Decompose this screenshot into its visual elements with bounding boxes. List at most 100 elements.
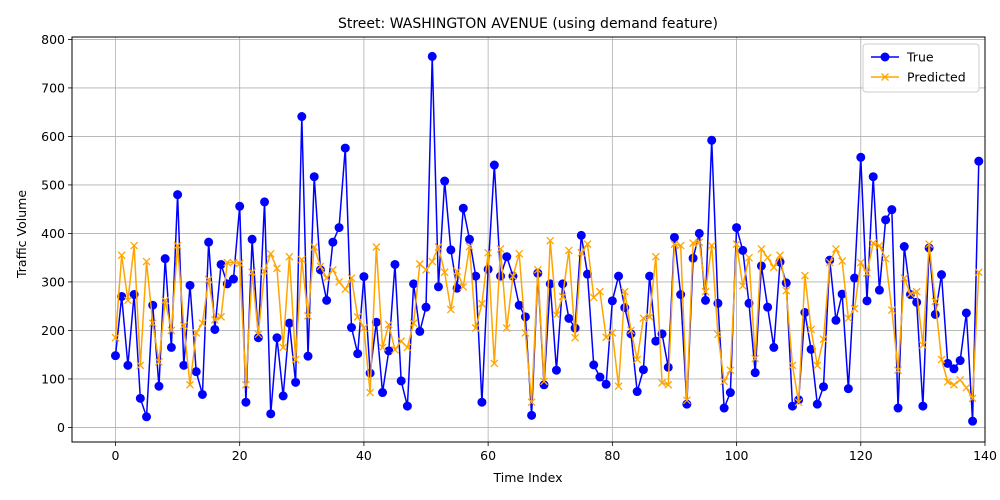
data-point-true bbox=[701, 295, 711, 305]
data-point-true bbox=[284, 318, 294, 328]
data-point-true bbox=[694, 228, 704, 238]
x-tick-label: 80 bbox=[604, 448, 620, 463]
data-point-true bbox=[564, 313, 574, 323]
data-point-true bbox=[340, 143, 350, 153]
data-point-predicted bbox=[391, 345, 399, 354]
data-point-predicted bbox=[602, 333, 611, 342]
data-point-true bbox=[278, 391, 288, 401]
x-tick-label: 20 bbox=[232, 448, 248, 463]
data-point-predicted bbox=[577, 248, 586, 257]
data-point-true bbox=[464, 234, 474, 244]
data-point-predicted bbox=[235, 259, 244, 268]
data-point-predicted bbox=[869, 239, 878, 248]
data-point-true bbox=[117, 291, 127, 301]
data-point-predicted bbox=[658, 378, 666, 387]
legend-item-true: True bbox=[871, 50, 934, 65]
data-point-predicted bbox=[676, 241, 685, 250]
y-tick-label: 400 bbox=[41, 226, 65, 241]
data-point-predicted bbox=[279, 343, 288, 352]
x-axis-title: Time Index bbox=[493, 470, 563, 485]
data-point-true bbox=[912, 297, 922, 307]
data-point-predicted bbox=[552, 310, 561, 319]
data-point-predicted bbox=[831, 244, 840, 253]
data-point-predicted bbox=[310, 243, 319, 251]
series-predicted-line bbox=[114, 239, 980, 403]
data-point-predicted bbox=[248, 268, 257, 277]
data-point-predicted bbox=[589, 293, 598, 302]
data-point-predicted bbox=[918, 341, 927, 349]
data-point-true bbox=[402, 401, 412, 411]
data-point-true bbox=[551, 365, 561, 375]
data-point-true bbox=[955, 356, 965, 366]
data-point-predicted bbox=[813, 361, 822, 370]
data-point-predicted bbox=[912, 287, 921, 296]
data-point-true bbox=[812, 399, 822, 409]
data-point-true bbox=[750, 368, 760, 378]
data-point-predicted bbox=[341, 285, 350, 294]
data-point-predicted bbox=[502, 324, 511, 332]
y-tick-label: 800 bbox=[41, 32, 65, 47]
data-point-true bbox=[738, 245, 748, 255]
data-point-predicted bbox=[620, 287, 629, 296]
data-point-true bbox=[763, 302, 773, 312]
data-point-predicted bbox=[738, 281, 747, 290]
legend-label-predicted: Predicted bbox=[907, 70, 966, 85]
data-point-predicted bbox=[931, 297, 940, 306]
data-point-predicted bbox=[241, 380, 250, 389]
y-axis-title: Traffic Volume bbox=[14, 190, 29, 279]
data-point-predicted bbox=[465, 242, 474, 251]
data-point-predicted bbox=[179, 321, 188, 330]
legend-box bbox=[862, 43, 980, 93]
data-point-predicted bbox=[123, 296, 132, 305]
data-point-true bbox=[216, 259, 226, 269]
data-point-predicted bbox=[266, 249, 275, 258]
data-point-true bbox=[527, 410, 537, 420]
chart-title: Street: WASHINGTON AVENUE (using demand … bbox=[338, 16, 718, 32]
data-point-predicted bbox=[943, 377, 952, 386]
data-point-predicted bbox=[204, 275, 213, 284]
data-point-true bbox=[210, 324, 220, 334]
data-point-true bbox=[707, 135, 717, 145]
data-point-predicted bbox=[546, 236, 555, 245]
data-point-true bbox=[421, 302, 431, 312]
data-point-true bbox=[471, 271, 481, 281]
data-point-predicted bbox=[366, 388, 375, 397]
data-point-predicted bbox=[614, 382, 623, 391]
data-point-predicted bbox=[713, 330, 722, 339]
data-point-predicted bbox=[633, 355, 642, 364]
data-point-predicted bbox=[807, 325, 816, 334]
data-point-true bbox=[868, 172, 878, 182]
data-point-predicted bbox=[838, 257, 847, 266]
data-point-predicted bbox=[533, 265, 542, 274]
data-point-true bbox=[787, 401, 797, 411]
data-point-predicted bbox=[782, 286, 791, 295]
data-point-true bbox=[322, 295, 332, 305]
data-point-true bbox=[589, 360, 599, 370]
data-point-true bbox=[154, 381, 164, 391]
data-point-predicted bbox=[167, 326, 176, 335]
data-point-predicted bbox=[409, 319, 418, 328]
data-point-predicted bbox=[335, 277, 344, 286]
data-point-true bbox=[166, 342, 176, 352]
data-point-true bbox=[893, 403, 903, 413]
data-point-true bbox=[819, 382, 829, 392]
data-point-predicted bbox=[608, 328, 617, 337]
data-point-predicted bbox=[353, 312, 362, 321]
data-point-true bbox=[732, 223, 742, 233]
data-point-predicted bbox=[459, 282, 468, 291]
data-point-predicted bbox=[825, 258, 834, 267]
data-point-predicted bbox=[142, 257, 151, 266]
data-point-predicted bbox=[117, 251, 126, 260]
data-point-true bbox=[291, 377, 301, 387]
data-point-true bbox=[123, 360, 133, 370]
data-point-true bbox=[440, 176, 450, 186]
data-point-predicted bbox=[161, 296, 170, 305]
data-point-predicted bbox=[490, 359, 499, 368]
data-point-predicted bbox=[769, 263, 778, 272]
data-point-predicted bbox=[800, 271, 809, 280]
data-point-predicted bbox=[316, 262, 325, 271]
y-tick-label: 100 bbox=[41, 371, 65, 386]
data-point-predicted bbox=[956, 375, 965, 384]
data-point-true bbox=[353, 349, 363, 359]
